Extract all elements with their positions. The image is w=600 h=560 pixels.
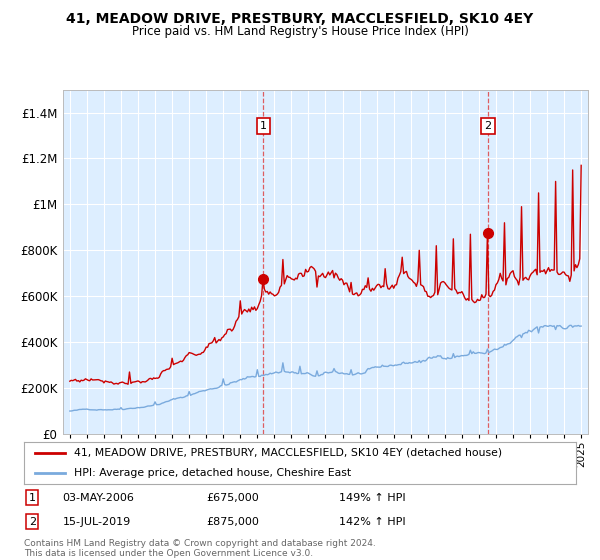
Text: Contains HM Land Registry data © Crown copyright and database right 2024.
This d: Contains HM Land Registry data © Crown c… xyxy=(24,539,376,558)
Text: 1: 1 xyxy=(260,122,267,132)
Text: £875,000: £875,000 xyxy=(206,517,259,526)
Text: 142% ↑ HPI: 142% ↑ HPI xyxy=(338,517,405,526)
Text: HPI: Average price, detached house, Cheshire East: HPI: Average price, detached house, Ches… xyxy=(74,468,351,478)
Text: £675,000: £675,000 xyxy=(206,493,259,503)
Text: 2: 2 xyxy=(29,517,36,526)
Text: 15-JUL-2019: 15-JUL-2019 xyxy=(62,517,131,526)
Text: 1: 1 xyxy=(29,493,36,503)
Text: 41, MEADOW DRIVE, PRESTBURY, MACCLESFIELD, SK10 4EY (detached house): 41, MEADOW DRIVE, PRESTBURY, MACCLESFIEL… xyxy=(74,448,502,458)
Text: 41, MEADOW DRIVE, PRESTBURY, MACCLESFIELD, SK10 4EY: 41, MEADOW DRIVE, PRESTBURY, MACCLESFIEL… xyxy=(67,12,533,26)
Text: 2: 2 xyxy=(485,122,491,132)
Text: 149% ↑ HPI: 149% ↑ HPI xyxy=(338,493,405,503)
Text: 03-MAY-2006: 03-MAY-2006 xyxy=(62,493,134,503)
Text: Price paid vs. HM Land Registry's House Price Index (HPI): Price paid vs. HM Land Registry's House … xyxy=(131,25,469,38)
